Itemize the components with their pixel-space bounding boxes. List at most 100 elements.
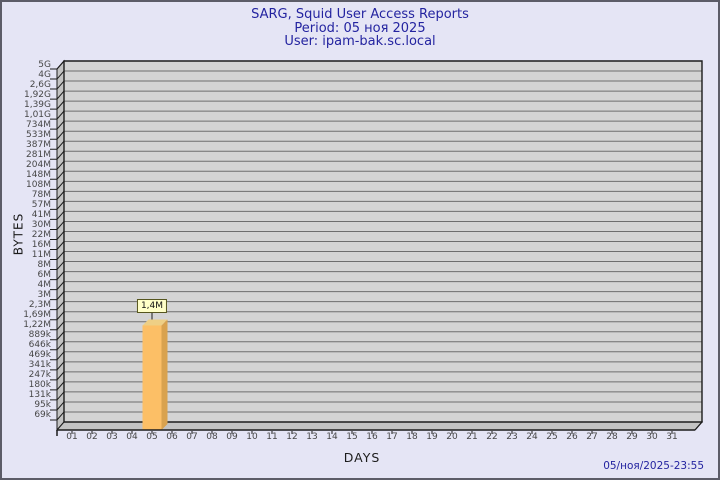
y-axis-tick bbox=[50, 351, 65, 361]
x-axis-tick-label: 19 bbox=[426, 432, 438, 442]
y-axis-tick bbox=[50, 120, 65, 130]
x-axis-tick-label: 15 bbox=[346, 432, 358, 442]
y-axis-tick-label: 16M bbox=[31, 240, 51, 250]
y-axis-tick bbox=[50, 331, 65, 341]
y-axis-tick-label: 889k bbox=[28, 330, 51, 341]
report-timestamp: 05/ноя/2025-23:55 bbox=[603, 460, 704, 472]
x-axis-tick-label: 07 bbox=[186, 432, 198, 442]
x-axis-tick-label: 10 bbox=[246, 432, 258, 442]
y-axis-tick bbox=[50, 140, 65, 150]
y-axis-tick bbox=[50, 60, 65, 70]
y-axis-tick bbox=[50, 321, 65, 331]
y-axis-tick-label: 30M bbox=[31, 219, 51, 230]
x-axis-tick-label: 14 bbox=[326, 432, 338, 442]
y-axis-tick-label: 95k bbox=[34, 400, 51, 411]
y-axis-tick bbox=[50, 170, 65, 180]
y-axis-tick-label: 734M bbox=[26, 119, 51, 130]
x-axis-tick-label: 30 bbox=[646, 432, 658, 442]
y-axis-tick-label: 78M bbox=[31, 189, 51, 200]
x-axis-tick-label: 29 bbox=[626, 432, 638, 442]
y-axis-tick-label: 387M bbox=[26, 139, 51, 150]
y-axis-tick bbox=[50, 201, 65, 210]
x-axis-tick-label: 28 bbox=[606, 432, 618, 442]
y-axis-tick-label: 2,6G bbox=[29, 79, 51, 90]
y-axis-tick bbox=[50, 261, 65, 271]
x-axis-tick-label: 31 bbox=[666, 432, 678, 442]
x-axis-tick-label: 04 bbox=[126, 432, 138, 442]
y-axis-tick-label: 4G bbox=[38, 69, 51, 80]
x-axis-tick-label: 06 bbox=[166, 432, 178, 442]
y-axis-tick bbox=[50, 241, 65, 250]
y-axis-tick bbox=[50, 110, 65, 120]
y-axis-tick-label: 533M bbox=[26, 129, 51, 140]
y-axis-tick bbox=[50, 401, 65, 411]
x-axis-tick-label: 24 bbox=[526, 432, 538, 442]
y-axis-tick bbox=[50, 231, 65, 240]
y-axis-tick-label: 247k bbox=[28, 370, 51, 381]
report-header: SARG, Squid User Access Reports Period: … bbox=[2, 8, 718, 49]
y-axis-tick bbox=[50, 221, 65, 230]
y-axis-tick-label: 11M bbox=[31, 250, 51, 261]
x-axis-tick-label: 20 bbox=[446, 432, 458, 442]
y-axis-tick-label: 1,01G bbox=[23, 109, 51, 120]
y-axis-tick bbox=[50, 80, 65, 90]
y-axis-tick bbox=[50, 341, 65, 351]
y-axis-tick bbox=[50, 311, 65, 321]
y-axis-tick-label: 1,69M bbox=[23, 310, 51, 321]
y-axis-tick bbox=[50, 211, 65, 220]
x-axis-tick-label: 17 bbox=[386, 432, 398, 442]
y-axis-tick-label: 204M bbox=[26, 159, 51, 170]
y-axis-tick-label: 1,39G bbox=[23, 99, 51, 110]
y-axis-tick bbox=[50, 100, 65, 110]
x-axis-tick-label: 01 bbox=[66, 432, 78, 442]
y-axis-tick bbox=[50, 150, 65, 160]
x-axis-tick-label: 21 bbox=[466, 432, 478, 442]
y-axis-tick-label: 6M bbox=[37, 270, 52, 281]
x-axis-tick-label: 02 bbox=[86, 432, 98, 442]
y-axis-tick-label: 4M bbox=[37, 280, 52, 291]
y-axis-tick-label: 41M bbox=[31, 209, 51, 220]
report-user: User: ipam-bak.sc.local bbox=[284, 34, 436, 49]
y-axis-tick bbox=[50, 391, 65, 401]
y-axis-tick bbox=[50, 160, 65, 170]
y-axis-tick-label: 22M bbox=[31, 229, 51, 240]
y-axis-tick bbox=[50, 281, 65, 291]
y-axis-tick-label: 281M bbox=[26, 149, 51, 160]
y-axis-tick-label: 131k bbox=[28, 390, 51, 401]
bar-top-face bbox=[142, 319, 168, 326]
x-axis-tick-label: 23 bbox=[506, 432, 518, 442]
y-axis-tick-label: 180k bbox=[28, 380, 51, 391]
x-axis-tick-label: 03 bbox=[106, 432, 118, 442]
x-axis-tick-label: 22 bbox=[486, 432, 498, 442]
y-axis-tick bbox=[50, 271, 65, 281]
y-axis-tick-label: 2,3M bbox=[28, 300, 51, 311]
plot-border bbox=[63, 60, 703, 423]
bar-side-face bbox=[161, 319, 168, 430]
y-axis-tick-label: 341k bbox=[28, 360, 51, 371]
y-axis-tick-label: 3M bbox=[37, 290, 52, 301]
report-title: SARG, Squid User Access Reports bbox=[251, 7, 469, 22]
x-axis-tick-label: 12 bbox=[286, 432, 298, 442]
bar-value-label: 1,4M bbox=[136, 299, 168, 314]
report-period: Period: 05 ноя 2025 bbox=[294, 20, 426, 36]
y-axis-tick bbox=[50, 251, 65, 261]
x-axis-tick-label: 25 bbox=[546, 432, 558, 442]
y-axis-tick bbox=[50, 181, 65, 190]
y-axis-tick bbox=[50, 301, 65, 311]
x-axis-tick-label: 05 bbox=[146, 432, 158, 442]
x-axis-tick-label: 26 bbox=[566, 432, 578, 442]
x-axis-tick-label: 11 bbox=[266, 432, 278, 442]
y-axis-tick-label: 57M bbox=[31, 199, 51, 210]
y-axis-tick bbox=[50, 191, 65, 200]
y-axis-tick bbox=[50, 371, 65, 381]
y-axis-tick-label: 108M bbox=[26, 179, 51, 190]
y-axis-tick bbox=[50, 361, 65, 371]
y-axis-tick bbox=[50, 291, 65, 301]
x-axis-tick-label: 16 bbox=[366, 432, 378, 442]
bar-front-face bbox=[142, 325, 162, 430]
y-axis-tick-label: 1,92G bbox=[23, 89, 51, 100]
y-axis-tick-label: 469k bbox=[28, 350, 51, 361]
y-axis-title: BYTES bbox=[11, 212, 26, 256]
y-axis-tick bbox=[50, 411, 65, 421]
